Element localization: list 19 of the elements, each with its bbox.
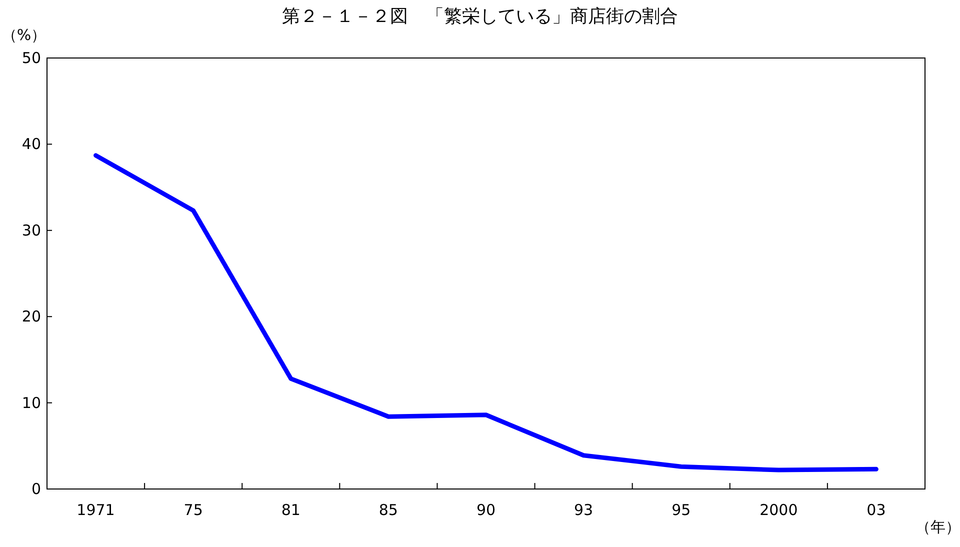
line-series bbox=[94, 153, 878, 472]
x-tick-label: 93 bbox=[574, 501, 594, 519]
x-tick-label: 90 bbox=[476, 501, 496, 519]
y-tick-label: 0 bbox=[31, 480, 41, 498]
x-tick-label: 85 bbox=[378, 501, 398, 519]
y-tick-label: 50 bbox=[22, 49, 41, 67]
x-tick-label: 1971 bbox=[76, 501, 115, 519]
y-tick-label: 10 bbox=[22, 394, 41, 412]
x-tick-label: 95 bbox=[672, 501, 691, 519]
x-tick-label: 2000 bbox=[760, 501, 798, 519]
y-tick-label: 30 bbox=[22, 221, 41, 240]
x-tick-label: 81 bbox=[281, 501, 300, 519]
y-tick-label: 40 bbox=[22, 135, 41, 154]
y-axis-title: （%） bbox=[2, 26, 46, 44]
chart-title: 第２－１－２図 「繁栄している」商店街の割合 bbox=[282, 6, 678, 27]
x-axis-title: （年） bbox=[916, 518, 960, 536]
x-tick-label: 03 bbox=[866, 501, 886, 519]
x-tick-label: 75 bbox=[184, 501, 203, 519]
y-tick-label: 20 bbox=[22, 308, 41, 326]
